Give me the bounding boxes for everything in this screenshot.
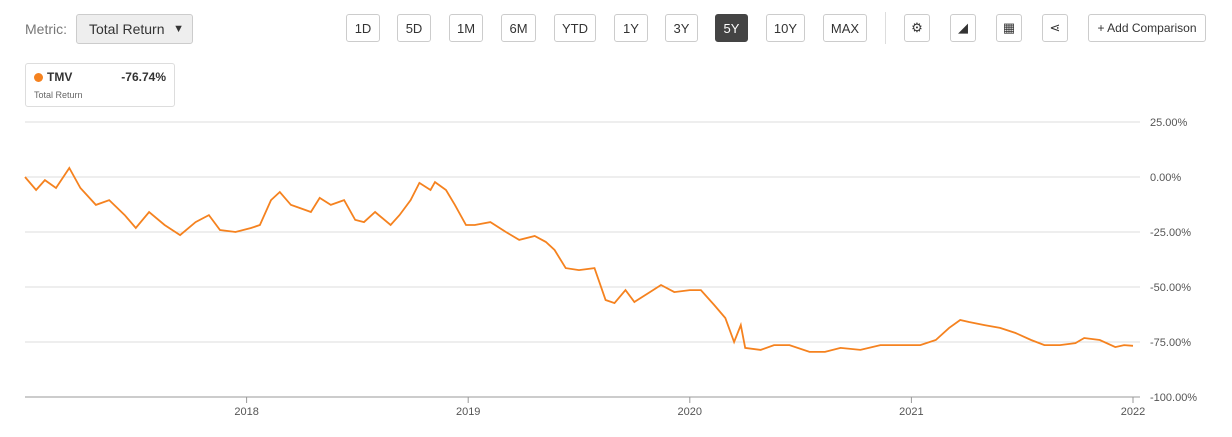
legend-box: TMV -76.74% Total Return [25, 63, 175, 107]
range-button[interactable]: 1Y [614, 14, 648, 42]
range-button[interactable]: 5Y [715, 14, 748, 42]
x-tick-label: 2020 [678, 406, 702, 418]
metric-label: Metric: [25, 21, 67, 37]
range-button[interactable]: 6M [501, 14, 536, 42]
table-button[interactable]: ▦ [996, 14, 1022, 42]
legend-value: -76.74% [121, 70, 166, 84]
y-tick-label: 0.00% [1150, 172, 1181, 184]
add-comparison-button[interactable]: + Add Comparison [1088, 14, 1206, 42]
x-tick-label: 2021 [899, 406, 923, 418]
y-tick-label: -25.00% [1150, 227, 1191, 239]
x-tick-label: 2022 [1121, 406, 1145, 418]
metric-value: Total Return [89, 21, 165, 37]
settings-button[interactable]: ⚙ [904, 14, 930, 42]
share-button[interactable]: ⋖ [1042, 14, 1068, 42]
legend-name: TMV [47, 70, 73, 84]
y-tick-label: -50.00% [1150, 282, 1191, 294]
series-line [24, 166, 1134, 353]
chart-type-button[interactable]: ◢ [950, 14, 976, 42]
range-button[interactable]: MAX [823, 14, 867, 42]
range-button[interactable]: 1M [449, 14, 483, 42]
y-tick-label: -100.00% [1150, 392, 1197, 404]
y-tick-label: -75.00% [1150, 337, 1191, 349]
metric-dropdown[interactable]: Total Return ▼ [76, 14, 193, 44]
x-tick-label: 2018 [234, 406, 258, 418]
divider [885, 12, 886, 44]
range-button[interactable]: YTD [554, 14, 596, 42]
dropdown-arrow: ▼ [173, 23, 184, 35]
legend-dot [34, 73, 43, 82]
range-button[interactable]: 1D [346, 14, 380, 42]
legend-subtitle: Total Return [34, 90, 83, 100]
range-button[interactable]: 10Y [766, 14, 805, 42]
range-button[interactable]: 5D [397, 14, 431, 42]
y-tick-label: 25.00% [1150, 117, 1188, 129]
x-tick-label: 2019 [456, 406, 480, 418]
range-button[interactable]: 3Y [665, 14, 698, 42]
